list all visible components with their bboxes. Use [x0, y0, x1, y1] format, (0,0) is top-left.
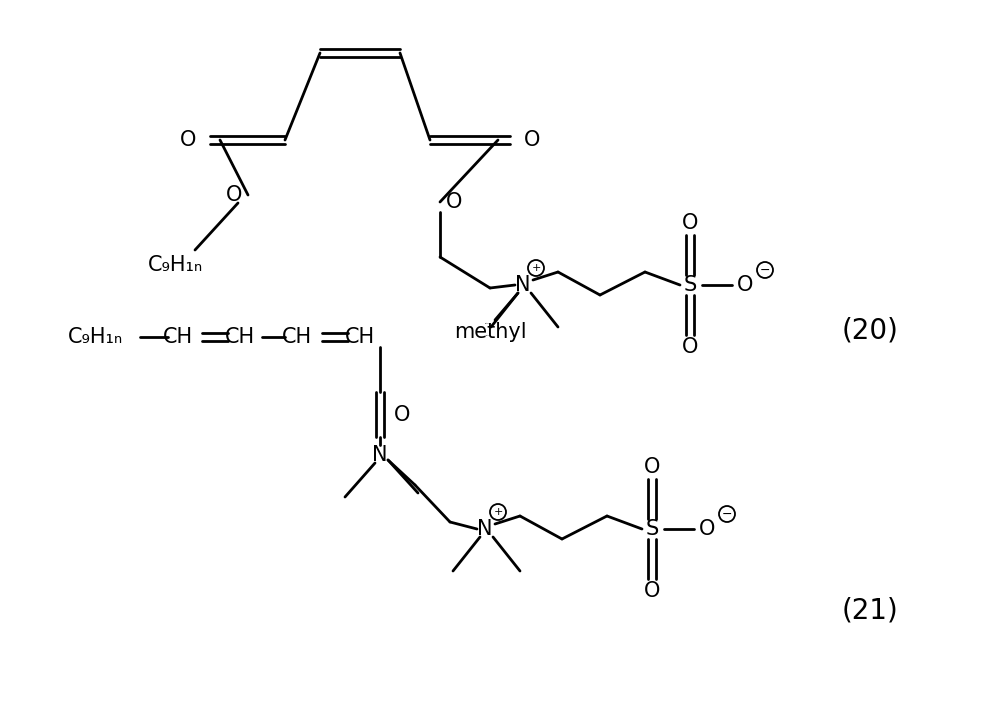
Text: CH: CH [282, 327, 312, 347]
Text: N: N [373, 445, 388, 465]
Text: O: O [446, 192, 463, 212]
Text: methyl: methyl [454, 322, 526, 342]
Text: O: O [681, 337, 698, 357]
Text: O: O [737, 275, 753, 295]
Text: +: + [494, 507, 502, 517]
Text: methyl_l: methyl_l [485, 322, 491, 324]
Text: (20): (20) [841, 316, 898, 344]
Text: O: O [643, 457, 660, 477]
Text: S: S [683, 275, 696, 295]
Text: O: O [681, 213, 698, 233]
Text: CH: CH [225, 327, 255, 347]
Text: C₉H₁ₙ: C₉H₁ₙ [68, 327, 123, 347]
Text: O: O [523, 130, 540, 150]
Text: N: N [515, 275, 530, 295]
Text: N: N [478, 519, 493, 539]
Text: CH: CH [163, 327, 193, 347]
Text: S: S [645, 519, 658, 539]
Text: O: O [226, 185, 242, 205]
Text: O: O [699, 519, 715, 539]
Text: O: O [180, 130, 196, 150]
Text: (21): (21) [841, 596, 898, 624]
Text: CH: CH [345, 327, 375, 347]
Text: +: + [531, 263, 540, 273]
Text: O: O [643, 581, 660, 601]
Text: O: O [394, 405, 411, 425]
Text: methyl: methyl [486, 334, 491, 336]
Text: C₉H₁ₙ: C₉H₁ₙ [148, 255, 203, 275]
Text: −: − [721, 507, 732, 521]
Text: −: − [760, 263, 770, 276]
